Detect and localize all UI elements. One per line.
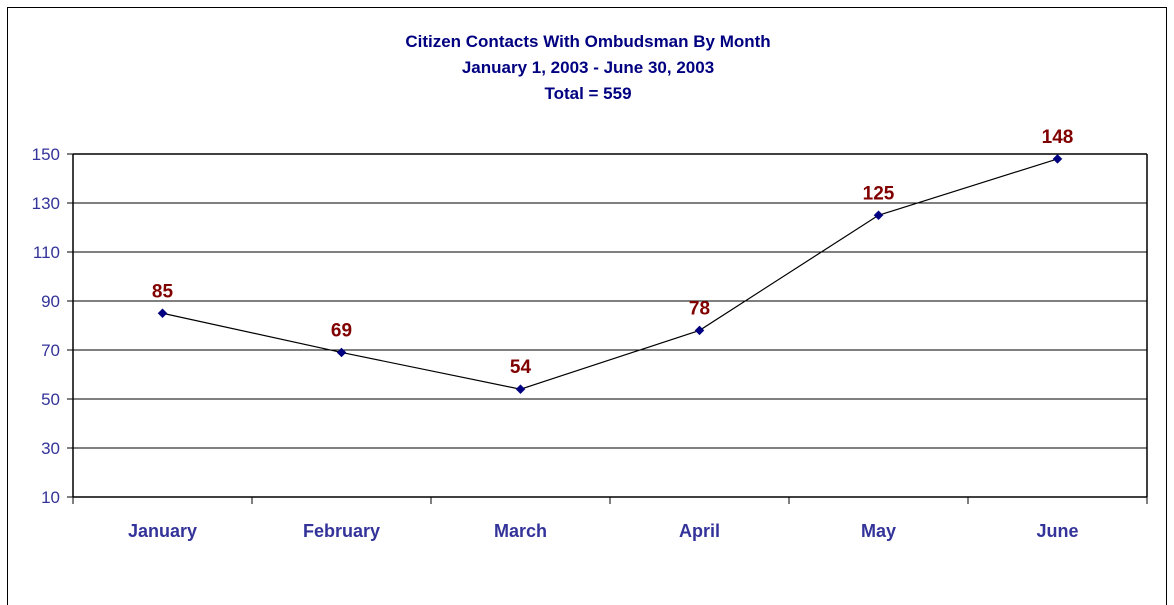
chart-total: Total = 559 xyxy=(544,84,631,103)
data-point-marker xyxy=(873,210,884,221)
data-point-marker xyxy=(1052,154,1063,164)
data-label: 78 xyxy=(689,298,710,319)
x-tick-label: May xyxy=(861,521,896,541)
y-tick-label: 90 xyxy=(41,292,60,311)
series-line xyxy=(162,158,1058,390)
y-tick-label: 110 xyxy=(33,243,60,262)
data-point-marker xyxy=(336,347,347,358)
data-point-marker xyxy=(515,384,526,395)
data-label: 69 xyxy=(331,320,352,341)
y-tick-label: 30 xyxy=(41,439,60,458)
x-tick-label: June xyxy=(1036,521,1078,541)
y-tick-label: 10 xyxy=(41,488,60,507)
plot-background xyxy=(73,154,1147,497)
y-tick-label: 150 xyxy=(32,145,60,164)
gridlines xyxy=(73,153,1147,449)
x-tick-label: January xyxy=(128,521,197,541)
data-point-marker xyxy=(157,308,168,319)
chart-title: Citizen Contacts With Ombudsman By Month xyxy=(405,32,770,51)
data-label: 148 xyxy=(1042,127,1074,148)
x-axis-ticks: January February March April May June xyxy=(72,497,1148,541)
x-tick-label: March xyxy=(494,521,547,541)
data-label: 85 xyxy=(152,281,174,302)
x-tick-label: April xyxy=(679,521,720,541)
series xyxy=(157,154,1063,395)
y-tick-label: 130 xyxy=(32,194,60,213)
value-labels: 85 69 54 78 125 148 xyxy=(152,127,1073,378)
y-axis-ticks: 150 130 110 90 70 50 30 10 xyxy=(32,145,73,507)
axes xyxy=(72,154,1148,498)
data-label: 54 xyxy=(510,357,532,378)
y-tick-label: 70 xyxy=(41,341,60,360)
y-tick-label: 50 xyxy=(41,390,60,409)
data-point-marker xyxy=(694,325,705,336)
x-tick-label: February xyxy=(303,521,380,541)
data-label: 125 xyxy=(863,183,895,204)
chart-subtitle: January 1, 2003 - June 30, 2003 xyxy=(462,58,714,77)
plot-area: 150 130 110 90 70 50 30 10 January February March… xyxy=(32,127,1148,541)
